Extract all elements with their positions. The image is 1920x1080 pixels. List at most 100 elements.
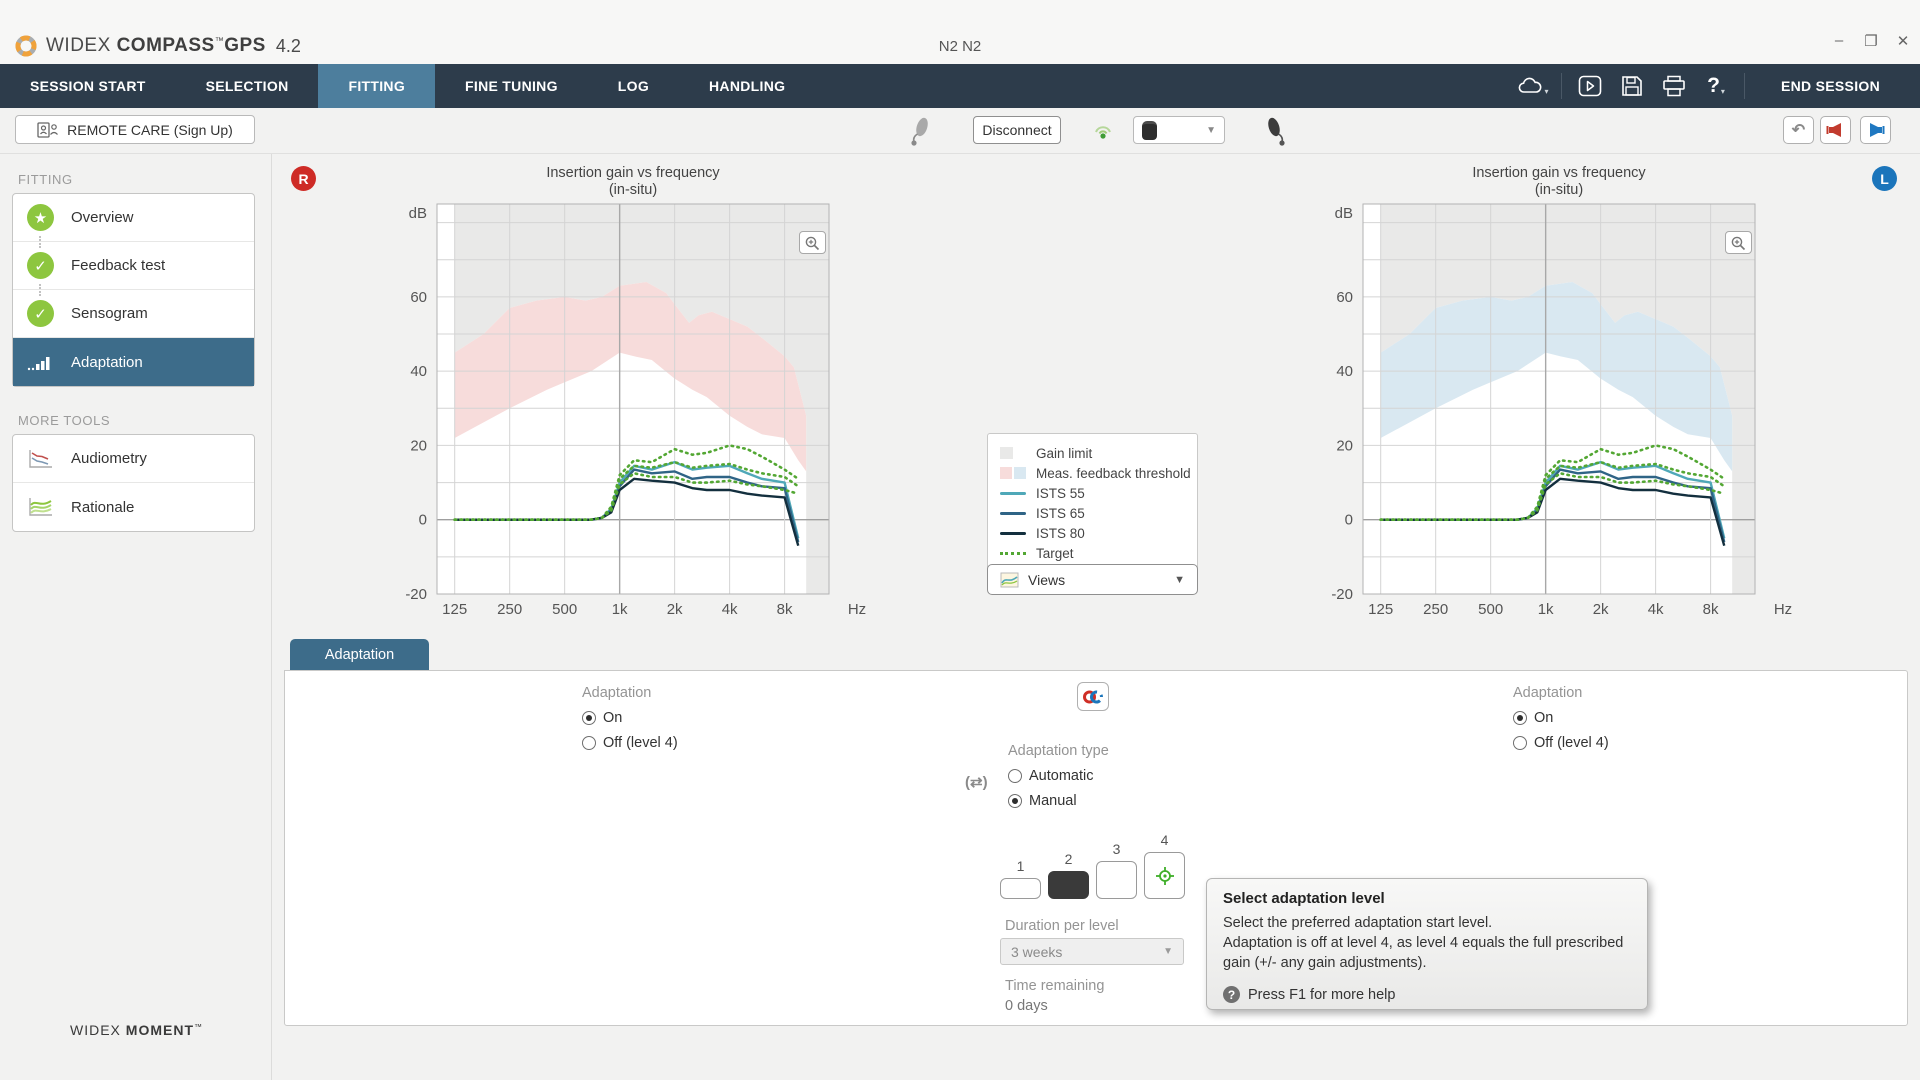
legend-feedback-threshold: Meas. feedback threshold — [1000, 463, 1197, 483]
radio-icon — [1513, 736, 1527, 750]
radio-off-right-ear[interactable]: Off (level 4) — [582, 735, 678, 751]
sidebar-item-overview[interactable]: ★ Overview — [13, 194, 254, 242]
tooltip-help-row: ? Press F1 for more help — [1223, 986, 1631, 1003]
svg-text:40: 40 — [1336, 363, 1353, 380]
binaural-sync-icon: (⇄) — [965, 774, 988, 791]
help-icon[interactable]: ? ▾ — [1707, 74, 1725, 97]
minimize-button[interactable]: – — [1834, 32, 1844, 49]
binaural-link-button[interactable] — [1077, 682, 1109, 711]
radio-icon — [1008, 769, 1022, 783]
end-session-button[interactable]: END SESSION — [1781, 78, 1880, 94]
svg-text:0: 0 — [419, 512, 427, 529]
binaural-link-icon — [1083, 690, 1103, 703]
adaptation-bars-icon — [27, 357, 50, 371]
radio-automatic[interactable]: Automatic — [1008, 768, 1109, 784]
adaptation-tab[interactable]: Adaptation — [290, 639, 429, 671]
cloud-icon[interactable]: ▾ — [1515, 70, 1551, 102]
adaptation-group-left-ear: Adaptation On Off (level 4) — [1513, 685, 1609, 751]
play-demo-icon[interactable] — [1572, 70, 1608, 102]
svg-text:-20: -20 — [1331, 586, 1353, 603]
y-axis-unit: dB — [1335, 205, 1353, 222]
level-2-button[interactable] — [1048, 871, 1089, 899]
radio-on-right-ear[interactable]: On — [582, 710, 678, 726]
level-1: 1 — [1000, 858, 1041, 899]
sidebar-section-more-tools: MORE TOOLS — [18, 413, 111, 428]
radio-icon — [582, 711, 596, 725]
tab-handling[interactable]: HANDLING — [709, 78, 786, 94]
maximize-button[interactable]: ❐ — [1864, 33, 1878, 50]
duration-select[interactable]: 3 weeks ▼ — [1000, 938, 1184, 965]
level-4-button[interactable] — [1144, 852, 1185, 899]
device-dropdown[interactable]: ▼ — [1133, 116, 1225, 144]
legend-gain-limit: Gain limit — [1000, 443, 1197, 463]
sidebar-item-label: Sensogram — [71, 305, 148, 322]
ists55-line-swatch — [1000, 491, 1026, 495]
insertion-gain-chart-left: Insertion gain vs frequency(in-situ) dB 60… — [1331, 165, 1792, 618]
magnifier-plus-icon — [1731, 236, 1746, 250]
remote-care-button[interactable]: REMOTE CARE (Sign Up) — [15, 115, 255, 144]
remote-care-icon — [37, 122, 59, 138]
svg-text:8k: 8k — [777, 601, 793, 618]
undo-button[interactable]: ↶ — [1783, 116, 1814, 144]
close-button[interactable]: ✕ — [1896, 33, 1910, 50]
legend-ists-80: ISTS 80 — [1000, 523, 1197, 543]
radio-on-left-ear[interactable]: On — [1513, 710, 1609, 726]
chart-legend: Gain limit Meas. feedback threshold ISTS… — [987, 433, 1198, 573]
level-2: 2 — [1048, 851, 1089, 899]
radio-icon — [582, 736, 596, 750]
radio-manual[interactable]: Manual — [1008, 793, 1109, 809]
sidebar-item-rationale[interactable]: Rationale — [13, 483, 254, 531]
audiometry-icon — [29, 449, 52, 468]
level-1-button[interactable] — [1000, 878, 1041, 899]
time-remaining-value: 0 days — [1005, 998, 1048, 1014]
chart-subtitle: (in-situ) — [609, 182, 657, 198]
svg-text:500: 500 — [1478, 601, 1503, 618]
x-axis-unit: Hz — [848, 601, 866, 618]
svg-text:8k: 8k — [1703, 601, 1719, 618]
sidebar-item-adaptation[interactable]: Adaptation — [13, 338, 254, 386]
level-3-button[interactable] — [1096, 861, 1137, 899]
left-ear-mute-button[interactable] — [1860, 116, 1891, 144]
chart-subtitle: (in-situ) — [1535, 182, 1583, 198]
tab-fitting[interactable]: FITTING — [318, 64, 436, 108]
check-icon: ✓ — [27, 300, 54, 327]
tab-log[interactable]: LOG — [617, 78, 650, 94]
tab-selection[interactable]: SELECTION — [205, 78, 289, 94]
x-axis-unit: Hz — [1774, 601, 1792, 618]
views-dropdown[interactable]: Views ▼ — [987, 564, 1198, 595]
sidebar-section-fitting: FITTING — [18, 172, 73, 187]
series-target-80 — [453, 471, 800, 522]
right-hearing-aid-icon — [908, 116, 934, 151]
svg-text:250: 250 — [1423, 601, 1448, 618]
radio-off-left-ear[interactable]: Off (level 4) — [1513, 735, 1609, 751]
undo-icon: ↶ — [1791, 122, 1806, 139]
legend-target: Target — [1000, 543, 1197, 563]
sidebar-item-audiometry[interactable]: Audiometry — [13, 435, 254, 483]
svg-text:40: 40 — [410, 363, 427, 380]
sidebar-item-feedback-test[interactable]: ✓ Feedback test — [13, 242, 254, 290]
save-icon[interactable] — [1614, 70, 1650, 102]
sidebar-item-label: Audiometry — [71, 450, 147, 467]
check-icon: ✓ — [27, 252, 54, 279]
target-crosshair-icon — [1155, 866, 1174, 885]
series-target-80 — [1379, 471, 1726, 522]
right-ear-mute-button[interactable] — [1820, 116, 1851, 144]
connection-toolbar: REMOTE CARE (Sign Up) Disconnect ▼ ↶ — [0, 108, 1920, 154]
level-4: 4 — [1144, 832, 1185, 899]
chart-title: Insertion gain vs frequency — [546, 165, 720, 181]
disconnect-button[interactable]: Disconnect — [973, 116, 1061, 144]
svg-text:125: 125 — [1368, 601, 1393, 618]
legend-ists-55: ISTS 55 — [1000, 483, 1197, 503]
widex-moment-logo: WIDEX MOMENT™ — [70, 1022, 203, 1038]
sidebar-item-sensogram[interactable]: ✓ Sensogram — [13, 290, 254, 338]
print-icon[interactable] — [1656, 70, 1692, 102]
ists65-line-swatch — [1000, 511, 1026, 515]
zoom-button-left-chart[interactable] — [1725, 231, 1752, 254]
tab-session-start[interactable]: SESSION START — [30, 78, 146, 94]
svg-text:20: 20 — [1336, 437, 1353, 454]
zoom-button-right-chart[interactable] — [799, 231, 826, 254]
group-label: Adaptation — [582, 685, 652, 701]
gain-limit-region — [1380, 204, 1755, 594]
svg-text:125: 125 — [442, 601, 467, 618]
tab-fine-tuning[interactable]: FINE TUNING — [465, 78, 558, 94]
